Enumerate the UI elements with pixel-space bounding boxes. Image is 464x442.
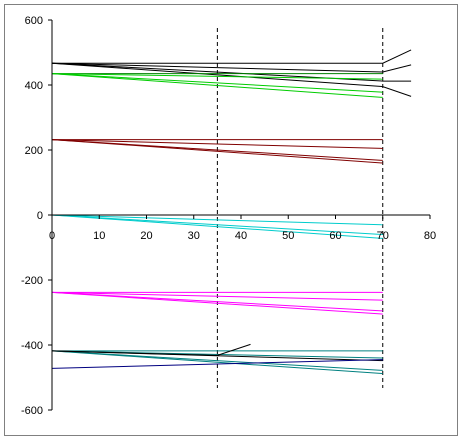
series-line-8 — [51, 73, 383, 98]
y-tick-label--600: -600 — [21, 405, 43, 417]
series-line-20 — [51, 291, 383, 315]
x-tick-label-40: 40 — [235, 230, 247, 242]
series-line-10 — [51, 139, 383, 149]
series-line-19 — [51, 291, 383, 312]
series-line-14 — [51, 214, 383, 226]
y-tick-label--200: -200 — [21, 275, 43, 287]
series-line-1 — [52, 49, 412, 64]
series-line-26 — [51, 350, 383, 362]
x-tick-label-10: 10 — [93, 230, 105, 242]
x-tick-label-80: 80 — [424, 230, 436, 242]
series-line-2 — [51, 62, 412, 73]
x-tick-label-60: 60 — [329, 230, 341, 242]
y-tick-label-0: 0 — [37, 210, 43, 222]
series-line-16 — [51, 214, 383, 239]
axes-layer: 600 400 200 0 -200 -400 -600 0 10 20 30 40 50 60 70 80 — [21, 15, 436, 417]
y-tick-label-600: 600 — [25, 15, 43, 27]
series-line-3 — [51, 62, 412, 82]
y-tick-label-400: 400 — [25, 80, 43, 92]
x-tick-label-30: 30 — [188, 230, 200, 242]
x-tick-label-70: 70 — [377, 230, 389, 242]
series-line-24 — [51, 350, 383, 375]
series-line-27 — [51, 359, 383, 369]
series-layer — [51, 49, 412, 375]
series-line-12 — [51, 139, 383, 164]
series-line-6 — [51, 73, 383, 80]
series-line-23 — [51, 350, 383, 371]
y-tick-label--400: -400 — [21, 340, 43, 352]
series-line-7 — [51, 73, 383, 93]
reference-lines — [216, 28, 384, 388]
x-tick-label-0: 0 — [49, 230, 55, 242]
x-tick-label-50: 50 — [282, 230, 294, 242]
series-line-15 — [51, 214, 383, 235]
x-tick-label-20: 20 — [140, 230, 152, 242]
series-line-18 — [51, 291, 383, 301]
y-tick-label-200: 200 — [25, 145, 43, 157]
series-line-4 — [51, 62, 412, 97]
